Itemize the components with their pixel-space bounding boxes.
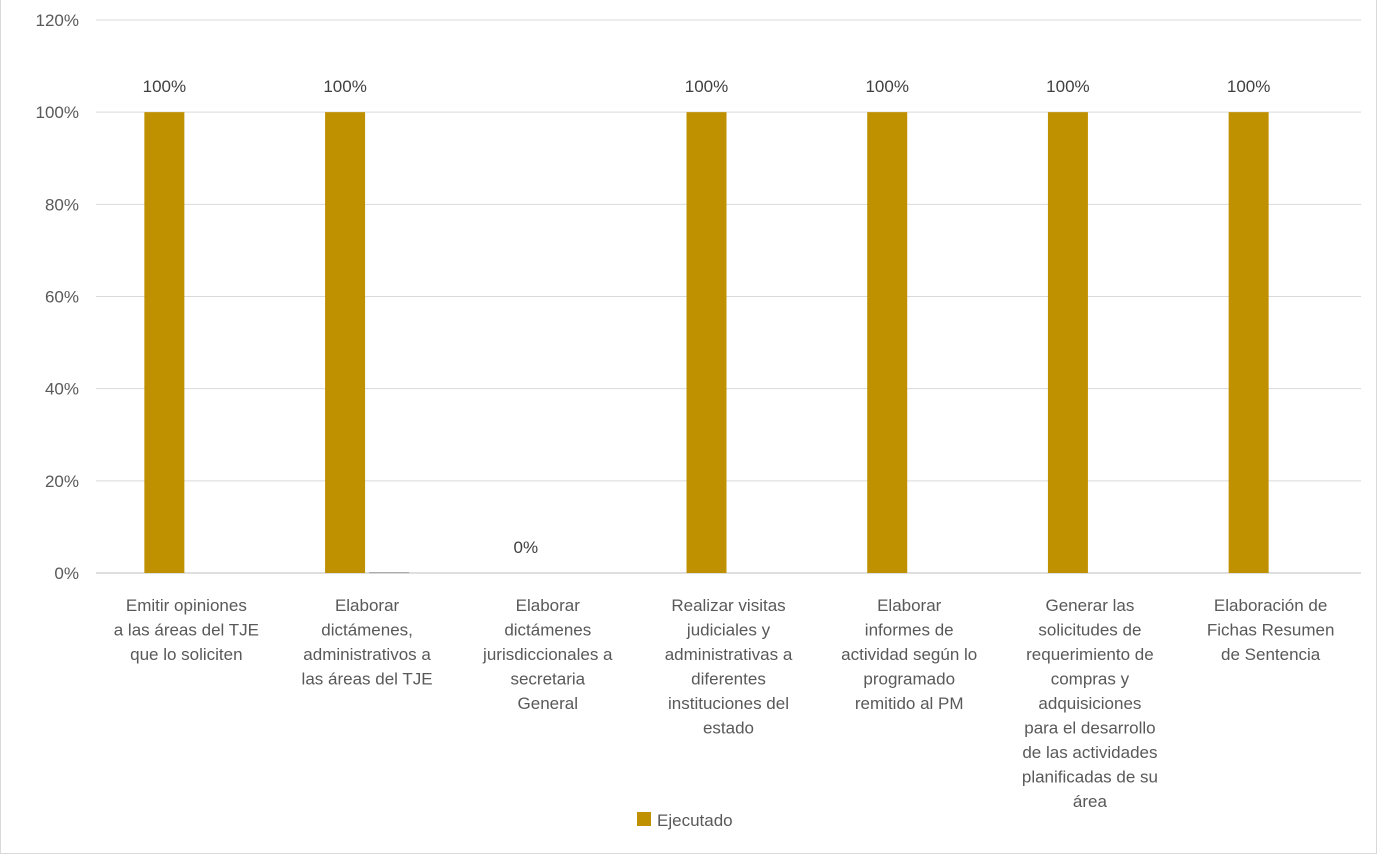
data-labels: 100% 100% 0% 100% 100% 100% 100% xyxy=(143,77,1271,557)
category-labels: Emitir opiniones a las áreas del TJE que l… xyxy=(114,596,1335,811)
category-label: Emitir opiniones a las áreas del TJE que l… xyxy=(114,596,259,664)
y-tick-label: 80% xyxy=(45,195,79,214)
bar-ejecutado xyxy=(1228,112,1269,574)
category-label: Elaborar informes de actividad según lo pro… xyxy=(841,596,977,713)
bar-ejecutado xyxy=(1047,112,1088,574)
legend: Ejecutado xyxy=(637,811,733,830)
legend-swatch xyxy=(637,812,651,826)
category-label: Elaborar dictámenes, administrativos a las … xyxy=(302,596,433,689)
data-label: 100% xyxy=(143,77,186,96)
data-label: 100% xyxy=(1227,77,1270,96)
y-tick-label: 20% xyxy=(45,472,79,491)
data-label: 100% xyxy=(865,77,908,96)
y-tick-label: 0% xyxy=(54,564,79,583)
bar-ejecutado xyxy=(325,112,366,574)
category-label: Elaborar dictámenes jurisdiccionales a secr… xyxy=(482,596,613,713)
y-tick-label: 40% xyxy=(45,380,79,399)
data-label: 0% xyxy=(513,538,538,557)
category-label: Elaboración de Fichas Resumen de Sentencia xyxy=(1207,596,1335,664)
category-label: Realizar visitas judiciales y administrati… xyxy=(665,596,793,738)
category-label: Generar las solicitudes de requerimiento d… xyxy=(1022,596,1158,811)
data-label: 100% xyxy=(323,77,366,96)
y-tick-label: 120% xyxy=(36,11,79,30)
bars xyxy=(144,112,1269,574)
data-label: 100% xyxy=(1046,77,1089,96)
y-tick-label: 60% xyxy=(45,288,79,307)
y-axis-ticks: 0% 20% 40% 60% 80% 100% 120% xyxy=(36,11,79,583)
bar-ejecutado xyxy=(686,112,727,574)
bar-ejecutado xyxy=(867,112,908,574)
gridlines xyxy=(96,19,1361,574)
y-tick-label: 100% xyxy=(36,103,79,122)
bar-ejecutado xyxy=(144,112,185,574)
data-label: 100% xyxy=(685,77,728,96)
bar-secondary xyxy=(369,572,410,574)
legend-label: Ejecutado xyxy=(657,811,733,830)
